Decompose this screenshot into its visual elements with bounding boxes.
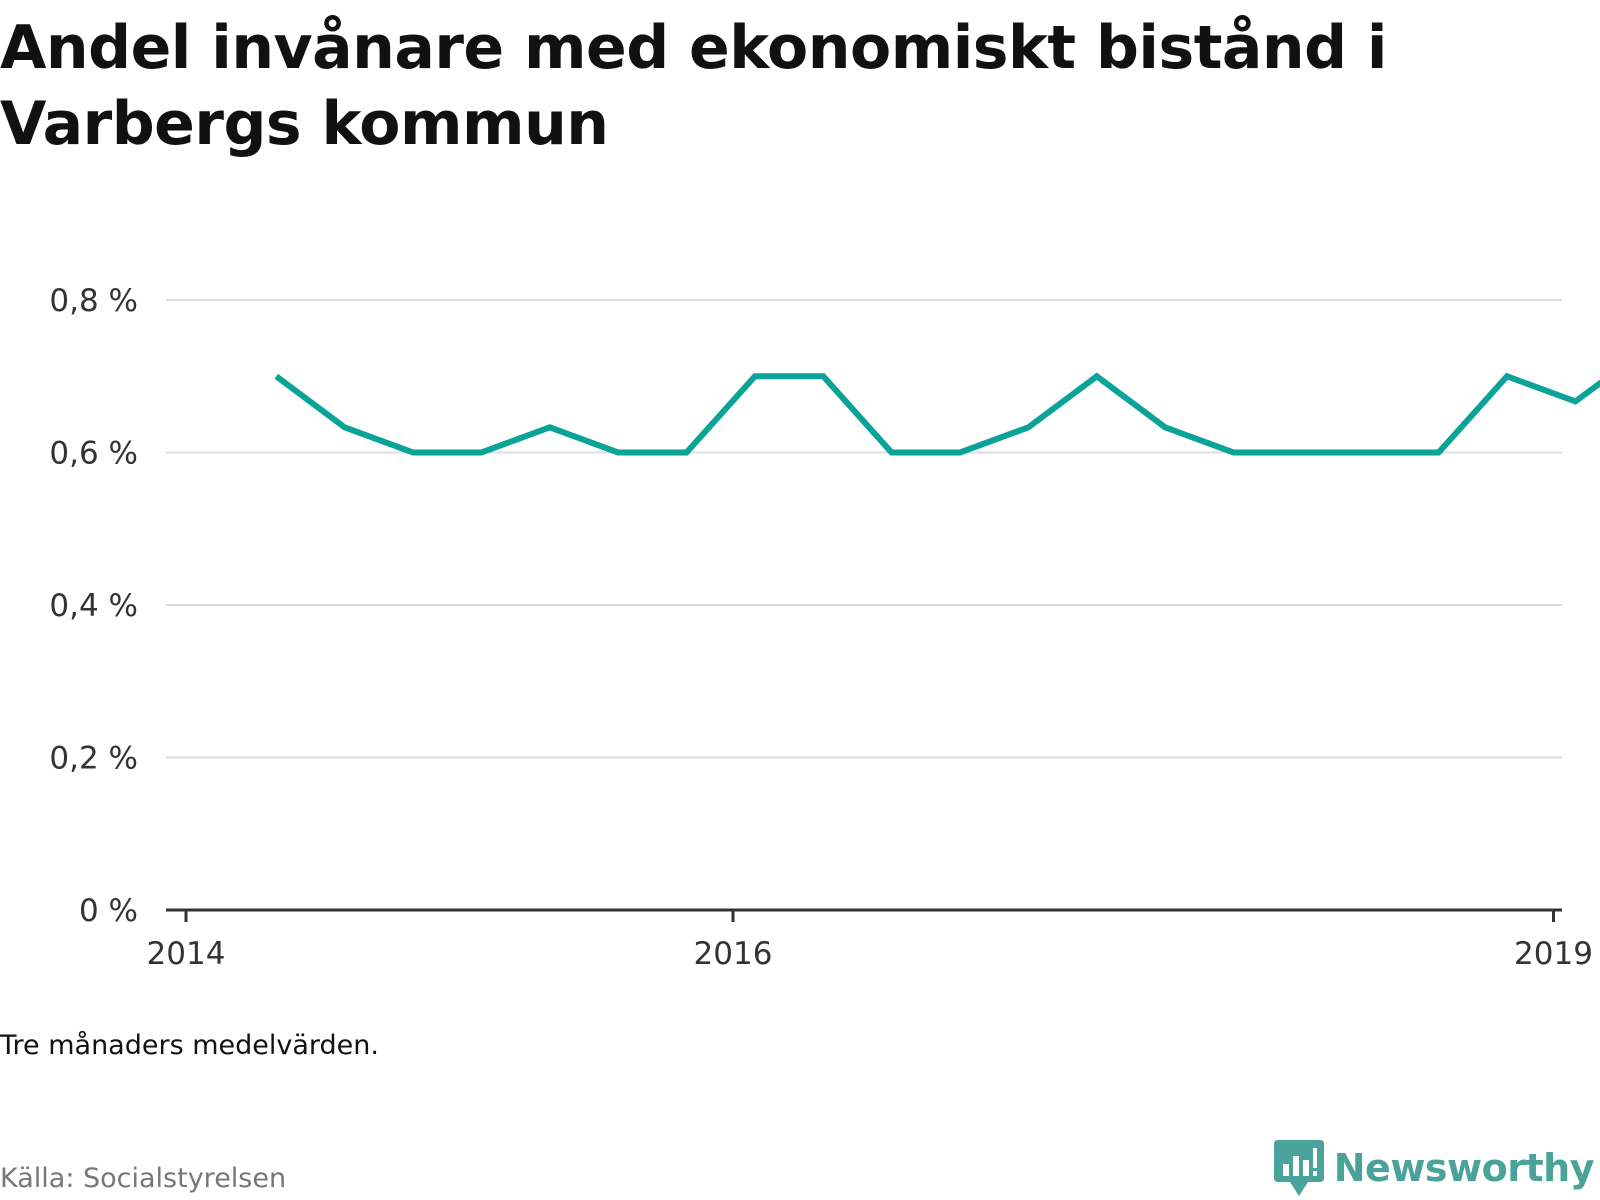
x-axis: 20142016201920212023: [147, 908, 1593, 972]
data-point: [820, 373, 826, 379]
data-point: [1162, 424, 1168, 430]
data-point: [342, 424, 348, 430]
data-point: [1436, 450, 1442, 456]
x-tick-label: 2019: [1514, 936, 1593, 972]
chart-title: Andel invånare med ekonomiskt bistånd i …: [0, 13, 1387, 159]
data-point: [1367, 450, 1373, 456]
y-tick-label: 0,4 %: [49, 588, 138, 624]
newsworthy-logo-icon: [1273, 1140, 1324, 1196]
data-point: [889, 450, 895, 456]
data-point: [1025, 424, 1031, 430]
data-point: [1504, 373, 1510, 379]
source-credit: Källa: Socialstyrelsen: [0, 1163, 287, 1194]
data-point: [752, 373, 758, 379]
x-tick-label: 2016: [694, 936, 773, 972]
brand-logo: Newsworthy: [1273, 1140, 1595, 1196]
y-axis: 0 % 0,2 % 0,4 % 0,6 % 0,8 %: [49, 283, 138, 929]
y-tick-label: 0,2 %: [49, 741, 138, 777]
gridlines: [166, 299, 1562, 759]
data-point: [1231, 450, 1237, 456]
data-point: [1572, 398, 1578, 404]
data-point: [615, 450, 621, 456]
data-point: [547, 424, 553, 430]
brand-name: Newsworthy: [1333, 1146, 1595, 1190]
data-point: [1094, 373, 1100, 379]
data-point: [273, 373, 279, 379]
data-point: [957, 450, 963, 456]
y-tick-label: 0,6 %: [49, 436, 138, 472]
data-point: [410, 450, 416, 456]
y-tick-label: 0,8 %: [49, 283, 138, 319]
y-tick-label: 0 %: [79, 893, 138, 929]
series-line: [274, 372, 1600, 456]
data-point: [684, 450, 690, 456]
data-point: [1299, 450, 1305, 456]
chart-note: Tre månaders medelvärden.: [0, 1030, 379, 1061]
x-tick-label: 2014: [147, 936, 226, 972]
series: [273, 372, 1600, 456]
data-point: [478, 450, 484, 456]
